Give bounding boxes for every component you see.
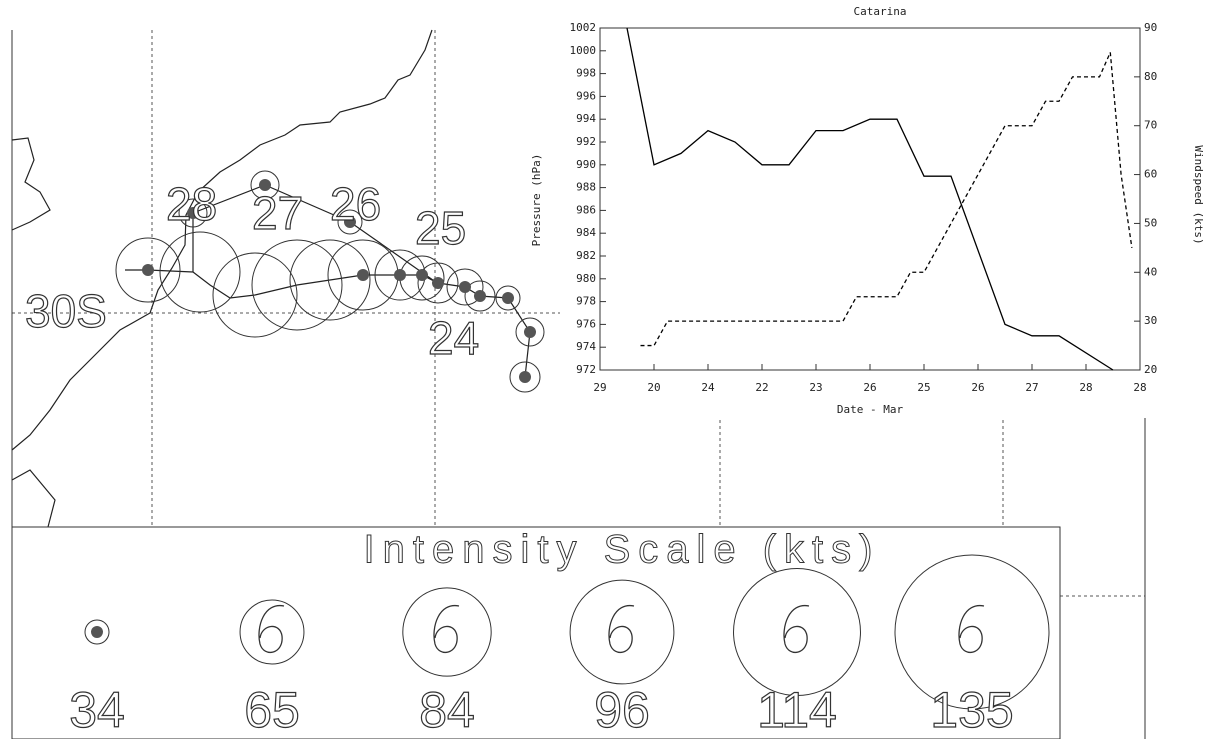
coastline <box>11 469 56 528</box>
y-tick-label: 978 <box>576 295 596 308</box>
hurricane-symbol <box>958 605 985 654</box>
y2-tick-label: 90 <box>1144 21 1157 34</box>
y2-tick-label: 70 <box>1144 119 1157 132</box>
y-tick-label: 986 <box>576 203 596 216</box>
inset-background <box>560 0 1220 418</box>
x-tick-label: 23 <box>809 381 822 394</box>
intensity-scale: Intensity Scale (kts) 34 65 84 96 114 135 <box>11 526 1061 739</box>
y-tick-label: 988 <box>576 181 596 194</box>
y-tick-label: 984 <box>576 226 596 239</box>
inset-chart: Catarina Date - Mar Pressure (hPa) Winds… <box>530 0 1220 418</box>
day-label: 27 <box>252 187 303 239</box>
y-tick-label: 992 <box>576 135 596 148</box>
intensity-label: 135 <box>930 682 1013 738</box>
y2-tick-label: 60 <box>1144 168 1157 181</box>
y2-tick-label: 40 <box>1144 265 1157 278</box>
latitude-label: 30S <box>25 285 107 337</box>
y-tick-label: 1000 <box>570 44 597 57</box>
x-tick-label: 27 <box>1025 381 1038 394</box>
track-rings <box>115 170 545 393</box>
y-axis-label: Pressure (hPa) <box>530 154 543 247</box>
y-tick-label: 972 <box>576 363 596 376</box>
x-tick-label: 24 <box>701 381 715 394</box>
day-label: 24 <box>428 312 479 364</box>
hurricane-symbol <box>608 605 635 654</box>
x-tick-label: 28 <box>1079 381 1092 394</box>
y-tick-label: 994 <box>576 112 596 125</box>
x-tick-label: 28 <box>1133 381 1146 394</box>
track-dots <box>142 179 536 383</box>
y2-axis-label: Windspeed (kts) <box>1192 145 1205 244</box>
scale-box <box>11 526 1061 739</box>
x-tick-label: 20 <box>647 381 660 394</box>
y-tick-label: 980 <box>576 272 596 285</box>
y-tick-label: 998 <box>576 67 596 80</box>
y-tick-label: 974 <box>576 340 596 353</box>
chart-title: Catarina <box>854 5 907 18</box>
x-tick-label: 26 <box>863 381 876 394</box>
hurricane-symbol <box>433 605 460 654</box>
y2-tick-label: 50 <box>1144 216 1157 229</box>
y-tick-label: 982 <box>576 249 596 262</box>
intensity-label: 65 <box>244 682 300 738</box>
y2-tick-label: 80 <box>1144 70 1157 83</box>
intensity-label: 84 <box>419 682 475 738</box>
y2-tick-label: 20 <box>1144 363 1157 376</box>
intensity-ring <box>402 587 492 677</box>
x-axis-label: Date - Mar <box>837 403 904 416</box>
coastline <box>11 29 433 451</box>
intensity-ring <box>569 579 675 685</box>
scale-title: Intensity Scale (kts) <box>363 528 880 572</box>
intensity-ring <box>733 568 861 696</box>
intensity-label: 114 <box>757 682 837 738</box>
series-line <box>626 27 1114 371</box>
intensity-label: 96 <box>594 682 650 738</box>
day-label: 25 <box>415 202 466 254</box>
intensity-ring <box>84 619 110 645</box>
day-label: 28 <box>166 178 217 230</box>
intensity-dot <box>91 626 103 638</box>
hurricane-symbol <box>783 605 810 654</box>
y-tick-label: 990 <box>576 158 596 171</box>
x-tick-label: 22 <box>755 381 768 394</box>
day-label: 26 <box>330 178 381 230</box>
map: 30S 28 27 26 25 24 <box>11 29 1146 739</box>
x-tick-label: 29 <box>593 381 606 394</box>
series-line <box>640 52 1133 347</box>
y-tick-label: 976 <box>576 317 596 330</box>
x-tick-label: 26 <box>971 381 984 394</box>
coastline <box>11 137 51 231</box>
y2-tick-label: 30 <box>1144 314 1157 327</box>
y-tick-label: 1002 <box>570 21 597 34</box>
intensity-ring <box>894 554 1050 710</box>
y-tick-label: 996 <box>576 89 596 102</box>
x-tick-label: 25 <box>917 381 930 394</box>
intensity-label: 34 <box>69 682 125 738</box>
hurricane-symbol <box>258 605 285 654</box>
intensity-ring <box>239 599 305 665</box>
